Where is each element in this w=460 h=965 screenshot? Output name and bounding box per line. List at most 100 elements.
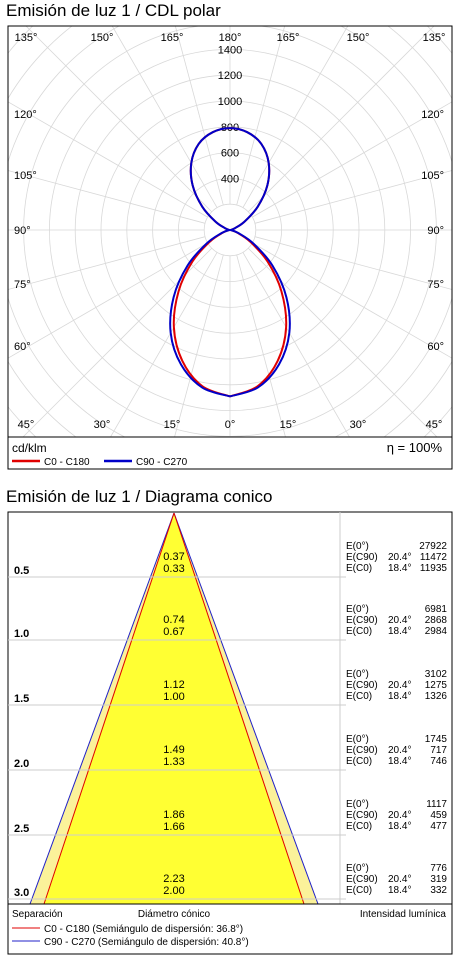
cone-footer-frame	[7, 903, 453, 955]
angle-label-top: 150°	[91, 32, 114, 44]
polar-grid-spoke	[174, 254, 224, 437]
cone-diameter-c0: 1.00	[163, 691, 184, 703]
cone-e0-label: E(0°)	[346, 669, 369, 680]
cone-ec90-value: 319	[430, 874, 447, 885]
cone-ec90-angle: 20.4°	[388, 680, 411, 691]
polar-grid-spoke	[8, 242, 208, 359]
angle-label-top: 165°	[277, 32, 300, 44]
polar-grid-spoke	[247, 247, 438, 437]
cone-footer-intensidad: Intensidad lumínica	[360, 909, 447, 920]
angle-label-left: 105°	[14, 170, 37, 182]
cone-ec0-angle: 18.4°	[388, 563, 411, 574]
cone-ec90-value: 2868	[425, 615, 448, 626]
cone-ec90-label: E(C90)	[346, 810, 378, 821]
cone-diameter-c0: 0.67	[163, 626, 184, 638]
cone-row-distance: 2.5	[14, 823, 29, 835]
angle-label-bottom: 45°	[426, 419, 443, 431]
cone-row-distance: 2.0	[14, 758, 29, 770]
cone-diameter-c90: 2.23	[163, 873, 184, 885]
cone-c90-edge-left	[29, 512, 175, 905]
polar-grid-spoke	[247, 26, 435, 213]
angle-label-left: 120°	[14, 109, 37, 121]
cone-e0-value: 27922	[419, 541, 447, 552]
cone-ec90-value: 1275	[425, 680, 448, 691]
cone-diameter-c90: 1.86	[163, 809, 184, 821]
polar-grid-spoke	[8, 101, 208, 218]
angle-label-top: 150°	[347, 32, 370, 44]
angle-label-top: 165°	[161, 32, 184, 44]
polar-grid	[8, 26, 452, 437]
cone-ec0-angle: 18.4°	[388, 756, 411, 767]
angle-label-bottom: 30°	[94, 419, 111, 431]
cone-ec0-label: E(C0)	[346, 563, 372, 574]
cone-ec90-value: 717	[430, 745, 447, 756]
radial-tick-label: 400	[221, 173, 239, 185]
polar-grid-spoke	[254, 236, 452, 290]
cone-chart-title: Emisión de luz 1 / Diagrama conico	[6, 487, 273, 506]
cone-ec0-value: 2984	[425, 626, 448, 637]
angle-label-bottom: 45°	[18, 419, 35, 431]
cone-footer-separacion: Separación	[12, 909, 63, 920]
cone-ec0-label: E(C0)	[346, 885, 372, 896]
polar-grid-spoke	[110, 252, 218, 437]
cone-ec0-value: 1326	[425, 691, 448, 702]
polar-chart: 400600800100012001400135°45°150°30°165°1…	[7, 25, 453, 470]
angle-label-bottom: 15°	[280, 419, 297, 431]
cone-ec90-label: E(C90)	[346, 745, 378, 756]
polar-grid-spoke	[254, 170, 452, 224]
cone-e0-value: 1117	[426, 799, 447, 810]
cone-footer-diametro: Diámetro cónico	[138, 909, 211, 920]
angle-label-bottom: 0°	[225, 419, 236, 431]
cone-ec90-angle: 20.4°	[388, 615, 411, 626]
cone-ec0-angle: 18.4°	[388, 821, 411, 832]
radial-tick-label: 1400	[218, 44, 242, 56]
angle-label-top: 180°	[219, 32, 242, 44]
cone-legend-label-c90: C90 - C270 (Semiángulo de dispersión: 40…	[44, 937, 249, 948]
angle-label-right: 105°	[421, 170, 444, 182]
radial-tick-label: 1200	[218, 70, 242, 82]
cone-ec90-angle: 20.4°	[388, 552, 411, 563]
cone-diameter-c90: 0.74	[163, 614, 184, 626]
cone-ec0-angle: 18.4°	[388, 626, 411, 637]
angle-label-left: 90°	[14, 225, 31, 237]
series-c90-c270-curve	[169, 127, 291, 398]
cone-ec90-label: E(C90)	[346, 552, 378, 563]
cone-e0-value: 6981	[425, 604, 448, 615]
cone-ec0-value: 477	[430, 821, 447, 832]
cone-diameter-c0: 0.33	[163, 563, 184, 575]
polar-chart-title: Emisión de luz 1 / CDL polar	[6, 1, 221, 20]
angle-label-left: 60°	[14, 341, 31, 353]
cone-ec0-label: E(C0)	[346, 821, 372, 832]
polar-grid-spoke	[252, 242, 452, 359]
cone-ec90-label: E(C90)	[346, 615, 378, 626]
angle-label-bottom: 15°	[164, 419, 181, 431]
cone-diameter-c0: 1.33	[163, 756, 184, 768]
cone-legend-label-c0: C0 - C180 (Semiángulo de dispersión: 36.…	[44, 924, 243, 935]
cone-ec90-value: 11472	[420, 552, 448, 563]
cone-e0-label: E(0°)	[346, 734, 369, 745]
cone-diameter-c0: 2.00	[163, 885, 184, 897]
polar-grid-spoke	[8, 236, 206, 290]
cone-row-distance: 1.5	[14, 693, 29, 705]
cone-e0-label: E(0°)	[346, 863, 369, 874]
cone-diameter-c90: 1.49	[163, 744, 184, 756]
polar-grid-spoke	[8, 170, 206, 224]
cone-e0-value: 776	[430, 863, 447, 874]
cone-e0-label: E(0°)	[346, 799, 369, 810]
cone-inner-area	[44, 513, 304, 904]
cone-ec90-angle: 20.4°	[388, 745, 411, 756]
radial-tick-label: 600	[221, 148, 239, 160]
cone-c0-edge-left	[43, 512, 175, 905]
cone-ec0-value: 746	[430, 756, 447, 767]
angle-label-right: 90°	[427, 225, 444, 237]
cone-ec90-angle: 20.4°	[388, 874, 411, 885]
angle-label-right: 75°	[427, 279, 444, 291]
cone-ec90-label: E(C90)	[346, 874, 378, 885]
cone-ec0-label: E(C0)	[346, 626, 372, 637]
polar-grid-spoke	[242, 26, 349, 208]
cone-diameter-c90: 0.37	[163, 551, 184, 563]
cone-row-distance: 1.0	[14, 628, 29, 640]
angle-label-top: 135°	[15, 32, 38, 44]
polar-grid-spoke	[252, 101, 452, 218]
